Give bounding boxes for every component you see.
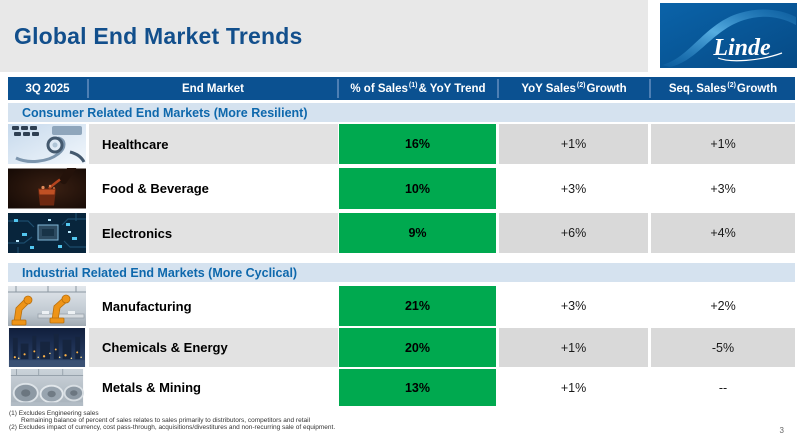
yoy-growth-cell: +6%: [499, 213, 648, 253]
row-label: Metals & Mining: [102, 380, 201, 395]
header-end-market: End Market: [182, 82, 244, 95]
seq-growth-cell: +1%: [651, 124, 795, 164]
section-header-industrial: Industrial Related End Markets (More Cyc…: [8, 263, 795, 282]
pct-of-sales-cell: 13%: [339, 369, 496, 406]
metals-mining-photo: [8, 369, 86, 406]
section-header-consumer: Consumer Related End Markets (More Resil…: [8, 103, 795, 122]
table-row-healthcare: Healthcare 16% +1% +1%: [8, 124, 795, 164]
yoy-growth-cell: +3%: [560, 299, 587, 313]
pct-of-sales-cell: 16%: [339, 124, 496, 164]
table-row-manufacturing: Manufacturing 21% +3% +2%: [8, 286, 795, 326]
table-row-food-beverage: Food & Beverage 10% +3% +3%: [8, 168, 795, 209]
header-yoy-growth: YoY Sales (2) Growth: [521, 82, 627, 95]
yoy-growth-cell: +1%: [499, 328, 648, 367]
seq-growth-cell: +3%: [710, 181, 736, 196]
header-divider: [649, 79, 651, 98]
footnotes: (1) Excludes Engineering sales Remaining…: [9, 410, 335, 431]
row-label: Electronics: [89, 213, 338, 253]
svg-text:Linde: Linde: [712, 35, 771, 61]
yoy-growth-cell: +3%: [560, 181, 587, 196]
header-divider: [337, 79, 339, 98]
electronics-photo: [8, 213, 86, 253]
header-period: 3Q 2025: [25, 82, 70, 95]
seq-growth-cell: +4%: [651, 213, 795, 253]
pct-of-sales-cell: 9%: [339, 213, 496, 253]
title-band: Global End Market Trends: [0, 0, 648, 72]
healthcare-photo: [8, 124, 86, 164]
table-row-chemicals-energy: Chemicals & Energy 20% +1% -5%: [8, 328, 795, 367]
linde-logo-icon: Linde: [660, 3, 797, 68]
seq-growth-cell: --: [718, 380, 728, 395]
yoy-growth-cell: +1%: [560, 380, 587, 395]
yoy-growth-cell: +1%: [499, 124, 648, 164]
header-pct-of-sales: % of Sales (1) & YoY Trend: [350, 82, 486, 95]
manufacturing-photo: [8, 286, 86, 326]
table-header-row: 3Q 2025 End Market % of Sales (1) & YoY T…: [8, 77, 795, 100]
table-row-electronics: Electronics 9% +6% +4%: [8, 213, 795, 253]
row-label: Healthcare: [89, 124, 338, 164]
row-label: Manufacturing: [102, 298, 192, 314]
header-divider: [87, 79, 89, 98]
chemicals-energy-photo: [8, 328, 86, 367]
page-title: Global End Market Trends: [14, 23, 303, 49]
header-seq-growth: Seq. Sales (2) Growth: [668, 82, 778, 95]
pct-of-sales-cell: 20%: [339, 328, 496, 367]
header-divider: [497, 79, 499, 98]
row-label: Chemicals & Energy: [89, 328, 338, 367]
table-row-metals-mining: Metals & Mining 13% +1% --: [8, 369, 795, 406]
seq-growth-cell: +2%: [710, 299, 736, 313]
pct-of-sales-cell: 10%: [339, 168, 496, 209]
pct-of-sales-cell: 21%: [339, 286, 496, 326]
food-beverage-photo: [8, 168, 86, 209]
footnote-line: Remaining balance of percent of sales re…: [21, 417, 311, 424]
footnote-line: (2) Excludes impact of currency, cost pa…: [9, 424, 336, 431]
page-number: 3: [779, 426, 784, 435]
linde-logo: Linde: [660, 3, 797, 68]
seq-growth-cell: -5%: [651, 328, 795, 367]
footnote-line: (1) Excludes Engineering sales: [9, 410, 99, 417]
row-label: Food & Beverage: [102, 181, 209, 196]
